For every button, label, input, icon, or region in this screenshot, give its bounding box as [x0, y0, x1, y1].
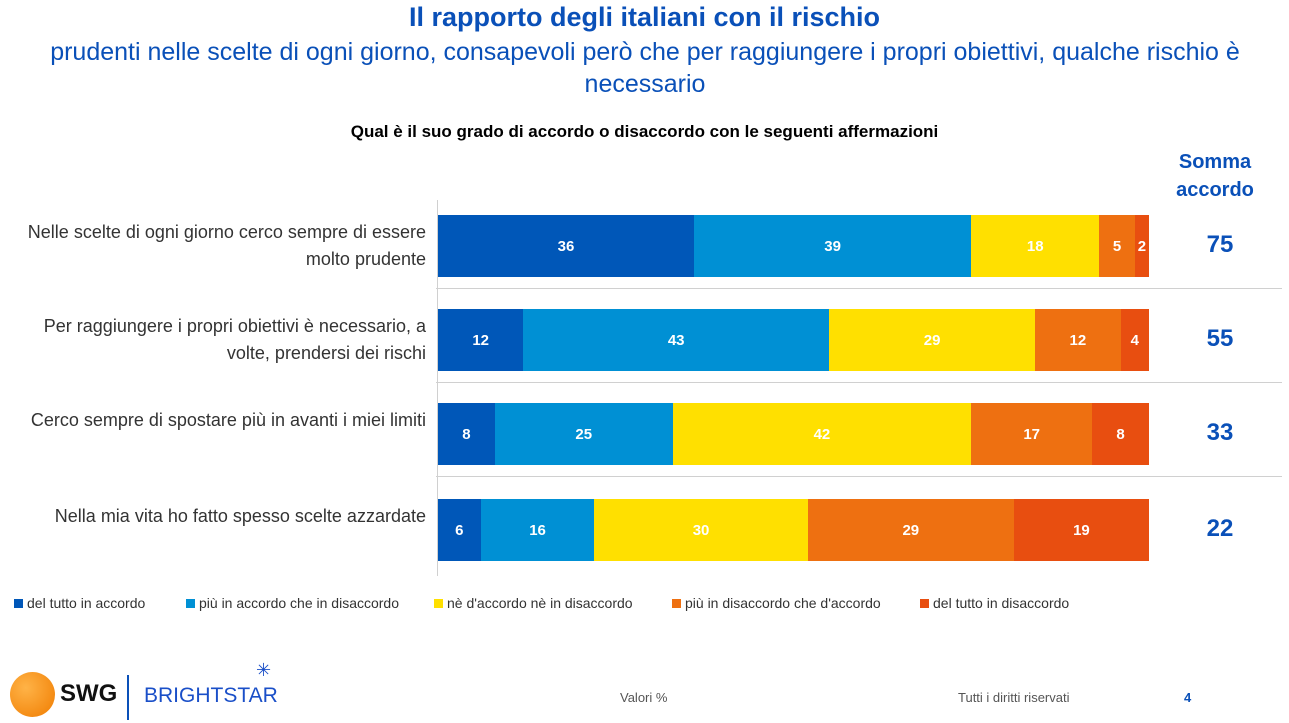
- values-note: Valori %: [620, 690, 668, 705]
- bar-segment: 29: [807, 499, 1014, 561]
- somma-value: 33: [1206, 419, 1234, 446]
- legend-label: più in disaccordo che d'accordo: [685, 595, 881, 611]
- data-label: 43: [667, 331, 685, 349]
- bar-segment: 29: [829, 309, 1036, 371]
- legend-item: più in disaccordo che d'accordo: [672, 595, 881, 611]
- data-label: 12: [1069, 331, 1087, 349]
- legend-item: nè d'accordo nè in disaccordo: [434, 595, 633, 611]
- data-label: 39: [824, 237, 841, 255]
- row-separator: [436, 382, 1282, 383]
- bar-segment: 6: [438, 499, 481, 561]
- bar-segment: 16: [480, 499, 595, 561]
- page-title: Il rapporto degli italiani con il rischi…: [408, 2, 881, 32]
- category-label: Per raggiungere i propri obiettivi è nec…: [43, 316, 426, 363]
- data-label: 30: [692, 521, 710, 539]
- star-icon: ✳: [256, 660, 272, 680]
- data-label: 8: [1116, 425, 1125, 443]
- bar-segment: 12: [1035, 309, 1121, 371]
- question: Qual è il suo grado di accordo o disacco…: [350, 122, 939, 141]
- swg-logo-text: SWG: [60, 680, 118, 707]
- data-label: 6: [455, 521, 464, 539]
- swg-logo: [10, 672, 55, 717]
- data-label: 19: [1073, 521, 1090, 539]
- axis-line: [437, 200, 438, 576]
- bar-segment: 12: [438, 309, 524, 371]
- legend-swatch: [434, 598, 443, 608]
- bar-segment: 5: [1099, 215, 1135, 277]
- bar-segment: 4: [1120, 309, 1149, 371]
- legend-swatch: [920, 598, 929, 608]
- bar-segment: 30: [594, 499, 808, 561]
- legend-label: nè d'accordo nè in disaccordo: [447, 595, 633, 611]
- data-label: 25: [575, 425, 593, 443]
- data-label: 12: [472, 331, 489, 349]
- page-subtitle: prudenti nelle scelte di ogni giorno, co…: [50, 38, 1240, 98]
- data-label: 18: [1026, 237, 1044, 255]
- bar-segment: 8: [438, 403, 495, 465]
- legend-swatch: [14, 598, 23, 608]
- data-label: 29: [902, 521, 920, 539]
- bar-segment: 25: [494, 403, 673, 465]
- brightstar-logo-text: BRIGHTSTAR: [144, 684, 278, 707]
- bar-segment: 39: [693, 215, 972, 277]
- data-label: 8: [462, 425, 471, 443]
- legend-item: più in accordo che in disaccordo: [186, 595, 399, 611]
- somma-value: 55: [1206, 325, 1234, 352]
- category-label: Cerco sempre di spostare più in avanti i…: [30, 410, 426, 430]
- bar-segment: 36: [438, 215, 694, 277]
- page-number: 4: [1184, 690, 1192, 705]
- somma-value: 22: [1206, 515, 1234, 542]
- somma-value: 75: [1206, 231, 1234, 258]
- legend-label: del tutto in accordo: [27, 595, 146, 611]
- row-separator: [436, 288, 1282, 289]
- bar-segment: 17: [971, 403, 1093, 465]
- data-label: 16: [529, 521, 546, 539]
- legend-label: più in accordo che in disaccordo: [199, 595, 400, 611]
- bar-segment: 18: [971, 215, 1100, 277]
- category-label: Nelle scelte di ogni giorno cerco sempre…: [27, 222, 426, 269]
- rights-text: Tutti i diritti riservati: [958, 690, 1070, 705]
- data-label: 36: [557, 237, 575, 255]
- legend-item: del tutto in accordo: [14, 595, 145, 611]
- legend-swatch: [672, 598, 681, 608]
- bar-segment: 2: [1134, 215, 1149, 277]
- legend-label: del tutto in disaccordo: [933, 595, 1070, 611]
- data-label: 29: [923, 331, 941, 349]
- bar-segment: 19: [1013, 499, 1149, 561]
- legend-swatch: [186, 598, 195, 608]
- bar-segment: 42: [672, 403, 972, 465]
- data-label: 4: [1130, 331, 1139, 349]
- row-separator: [436, 476, 1282, 477]
- somma-accordo-header: Somma accordo: [1176, 151, 1254, 201]
- data-label: 5: [1112, 237, 1122, 255]
- legend-item: del tutto in disaccordo: [920, 595, 1069, 611]
- bar-segment: 43: [523, 309, 830, 371]
- logo-divider: [127, 675, 129, 720]
- category-label: Nella mia vita ho fatto spesso scelte az…: [54, 506, 426, 526]
- data-label: 42: [813, 425, 831, 443]
- bar-segment: 8: [1092, 403, 1149, 465]
- data-label: 17: [1023, 425, 1041, 443]
- data-label: 2: [1137, 237, 1147, 255]
